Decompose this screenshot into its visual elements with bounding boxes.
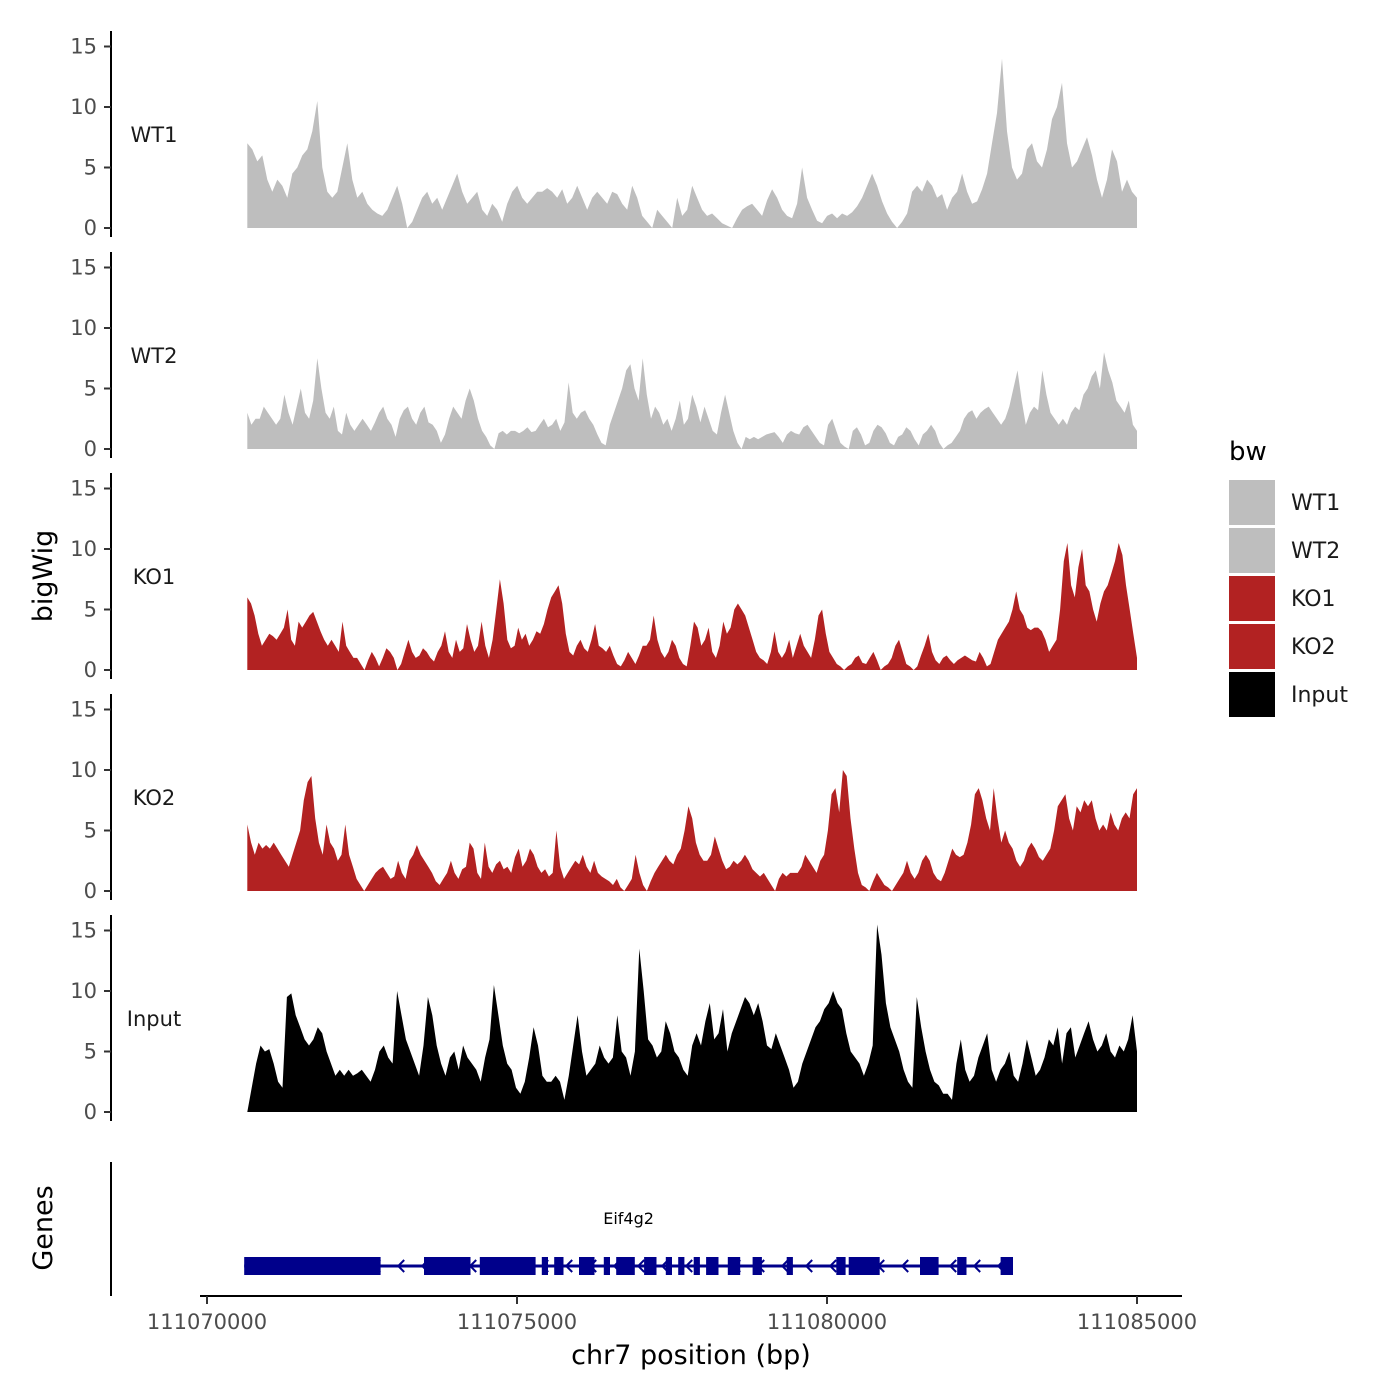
legend-label: KO1 (1291, 587, 1336, 612)
signal-area-wt2 (247, 352, 1138, 449)
gene-exon (678, 1257, 685, 1275)
legend-label: KO2 (1291, 635, 1336, 660)
y-tick-label: 10 (70, 979, 97, 1003)
gene-exon (836, 1257, 846, 1275)
signal-area-input (247, 924, 1138, 1112)
genes-axis-title: Genes (28, 1185, 59, 1270)
strand-arrow (804, 1259, 813, 1273)
y-tick-label: 15 (70, 477, 97, 501)
legend-label: WT2 (1291, 539, 1340, 564)
y-tick-label: 15 (70, 919, 97, 943)
strand-arrow (948, 1259, 957, 1273)
track-wt2: 0 5 10 15 WT2 (70, 252, 1138, 461)
gene-exon (665, 1257, 672, 1275)
legend: bw WT1 WT2 KO1 KO2 Input (1229, 437, 1348, 717)
legend-title: bw (1229, 437, 1267, 467)
y-tick-label: 10 (70, 316, 97, 340)
legend-swatch (1229, 576, 1275, 621)
y-tick-label: 0 (84, 216, 97, 240)
y-tick-label: 0 (84, 658, 97, 682)
track-label: WT1 (131, 123, 178, 147)
x-axis: 111070000 111075000 111080000 111085000 (147, 1295, 1197, 1334)
legend-label: Input (1291, 683, 1348, 708)
gene-exon (541, 1257, 548, 1275)
x-tick-label: 111085000 (1077, 1310, 1197, 1334)
track-label: WT2 (131, 344, 178, 368)
legend-entry-ko2: KO2 (1229, 624, 1336, 669)
signal-area-ko1 (247, 543, 1138, 670)
gene-exon (727, 1257, 741, 1275)
strand-arrow (900, 1259, 909, 1273)
legend-swatch (1229, 672, 1275, 717)
track-label: KO1 (133, 565, 176, 589)
gene-exon (644, 1257, 657, 1275)
x-tick-label: 111070000 (147, 1310, 267, 1334)
track-wt1: 0 5 10 15 WT1 (70, 31, 1138, 240)
y-tick-label: 10 (70, 758, 97, 782)
legend-swatch (1229, 624, 1275, 669)
legend-swatch (1229, 528, 1275, 573)
y-tick-label: 0 (84, 437, 97, 461)
genes-panel: Eif4g2 (110, 1162, 1013, 1296)
y-tick-label: 0 (84, 1100, 97, 1124)
y-tick-label: 15 (70, 35, 97, 59)
signal-area-wt1 (247, 58, 1138, 228)
track-input: 0 5 10 15 Input (70, 915, 1138, 1124)
gene-exon (424, 1257, 471, 1275)
strand-arrow (684, 1259, 693, 1273)
y-tick-label: 0 (84, 879, 97, 903)
gene-exon (244, 1257, 381, 1275)
gene-label: Eif4g2 (603, 1209, 654, 1228)
signal-tracks: 0 5 10 15 WT1 0 5 10 15 WT2 0 5 10 15 KO1 0 5 10 15 KO2 0 5 10… (70, 31, 1138, 1124)
gene-model (244, 1257, 1013, 1275)
strand-arrow (828, 1259, 837, 1273)
legend-entry-ko1: KO1 (1229, 576, 1336, 621)
y-tick-label: 5 (84, 598, 97, 622)
track-ko1: 0 5 10 15 KO1 (70, 473, 1138, 682)
x-axis-title: chr7 position (bp) (571, 1340, 811, 1371)
legend-label: WT1 (1291, 491, 1340, 516)
track-label: Input (127, 1007, 181, 1031)
y-axis-title: bigWig (28, 530, 59, 623)
y-tick-label: 10 (70, 95, 97, 119)
legend-entry-wt1: WT1 (1229, 480, 1340, 525)
gene-exon (706, 1257, 719, 1275)
y-tick-label: 5 (84, 1040, 97, 1064)
gene-exon (693, 1257, 700, 1275)
legend-entry-input: Input (1229, 672, 1348, 717)
gene-exon (479, 1257, 536, 1275)
strand-arrow (780, 1259, 789, 1273)
y-tick-label: 15 (70, 698, 97, 722)
strand-arrow (396, 1259, 405, 1273)
x-tick-label: 111080000 (767, 1310, 887, 1334)
gene-exon (616, 1257, 635, 1275)
y-tick-label: 5 (84, 377, 97, 401)
strand-arrow (636, 1259, 645, 1273)
strand-arrow (972, 1259, 981, 1273)
track-label: KO2 (133, 786, 176, 810)
gene-exon (920, 1257, 939, 1275)
x-tick-label: 111075000 (457, 1310, 577, 1334)
gene-exon (554, 1257, 564, 1275)
gene-exon (603, 1257, 610, 1275)
track-ko2: 0 5 10 15 KO2 (70, 694, 1138, 903)
gene-exon (579, 1257, 595, 1275)
gene-exon (957, 1257, 967, 1275)
gene-exon (786, 1257, 793, 1275)
y-tick-label: 5 (84, 156, 97, 180)
legend-swatch (1229, 480, 1275, 525)
strand-arrow (564, 1259, 573, 1273)
y-tick-label: 10 (70, 537, 97, 561)
legend-entry-wt2: WT2 (1229, 528, 1340, 573)
y-tick-label: 15 (70, 256, 97, 280)
gene-exon (1000, 1257, 1013, 1275)
signal-area-ko2 (247, 770, 1138, 891)
y-tick-label: 5 (84, 819, 97, 843)
gene-exon (848, 1257, 880, 1275)
gene-exon (752, 1257, 762, 1275)
